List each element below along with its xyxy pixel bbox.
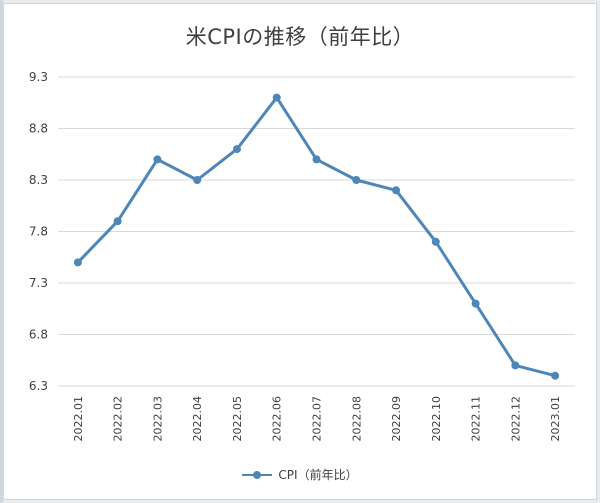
window-edge (0, 0, 3, 503)
x-tick-label: 2022.01 (72, 396, 85, 442)
data-point (352, 176, 361, 184)
data-point (551, 371, 560, 380)
x-tick-label: 2022.08 (350, 396, 363, 442)
data-point (312, 155, 321, 164)
legend-label: CPI（前年比） (278, 468, 358, 482)
data-point (272, 93, 281, 102)
data-point (471, 299, 480, 308)
x-tick-label: 2022.07 (311, 396, 324, 442)
y-tick-label: 9.3 (29, 70, 48, 84)
chart-title: 米CPIの推移（前年比） (185, 25, 415, 49)
data-point (73, 258, 82, 267)
y-tick-label: 6.3 (29, 379, 48, 393)
data-point (431, 237, 440, 246)
y-tick-label: 6.8 (29, 328, 48, 342)
y-tick-label: 7.3 (29, 276, 48, 290)
x-tick-label: 2022.09 (390, 396, 403, 442)
data-point (113, 217, 122, 226)
y-tick-label: 8.3 (29, 173, 48, 187)
data-point (153, 155, 162, 164)
data-point (193, 176, 202, 184)
y-tick-label: 8.8 (29, 122, 48, 136)
y-tick-label: 7.8 (29, 225, 48, 239)
x-tick-label: 2022.04 (191, 396, 204, 442)
x-tick-label: 2022.11 (470, 396, 483, 442)
data-point (511, 361, 520, 370)
chart-frame: 米CPIの推移（前年比） (3, 3, 597, 500)
x-tick-label: 2022.03 (151, 396, 164, 442)
series-line (76, 96, 557, 378)
x-tick-label: 2022.05 (231, 396, 244, 442)
data-point (392, 186, 401, 195)
x-tick-label: 2022.02 (112, 396, 125, 442)
chart-legend: CPI（前年比） (0, 466, 600, 483)
legend-line-marker-icon (242, 470, 273, 479)
data-point (232, 145, 241, 154)
x-tick-label: 2022.06 (271, 396, 284, 442)
x-tick-label: 2022.10 (430, 396, 443, 442)
x-tick-label: 2023.01 (549, 396, 562, 442)
x-tick-label: 2022.12 (509, 396, 522, 442)
